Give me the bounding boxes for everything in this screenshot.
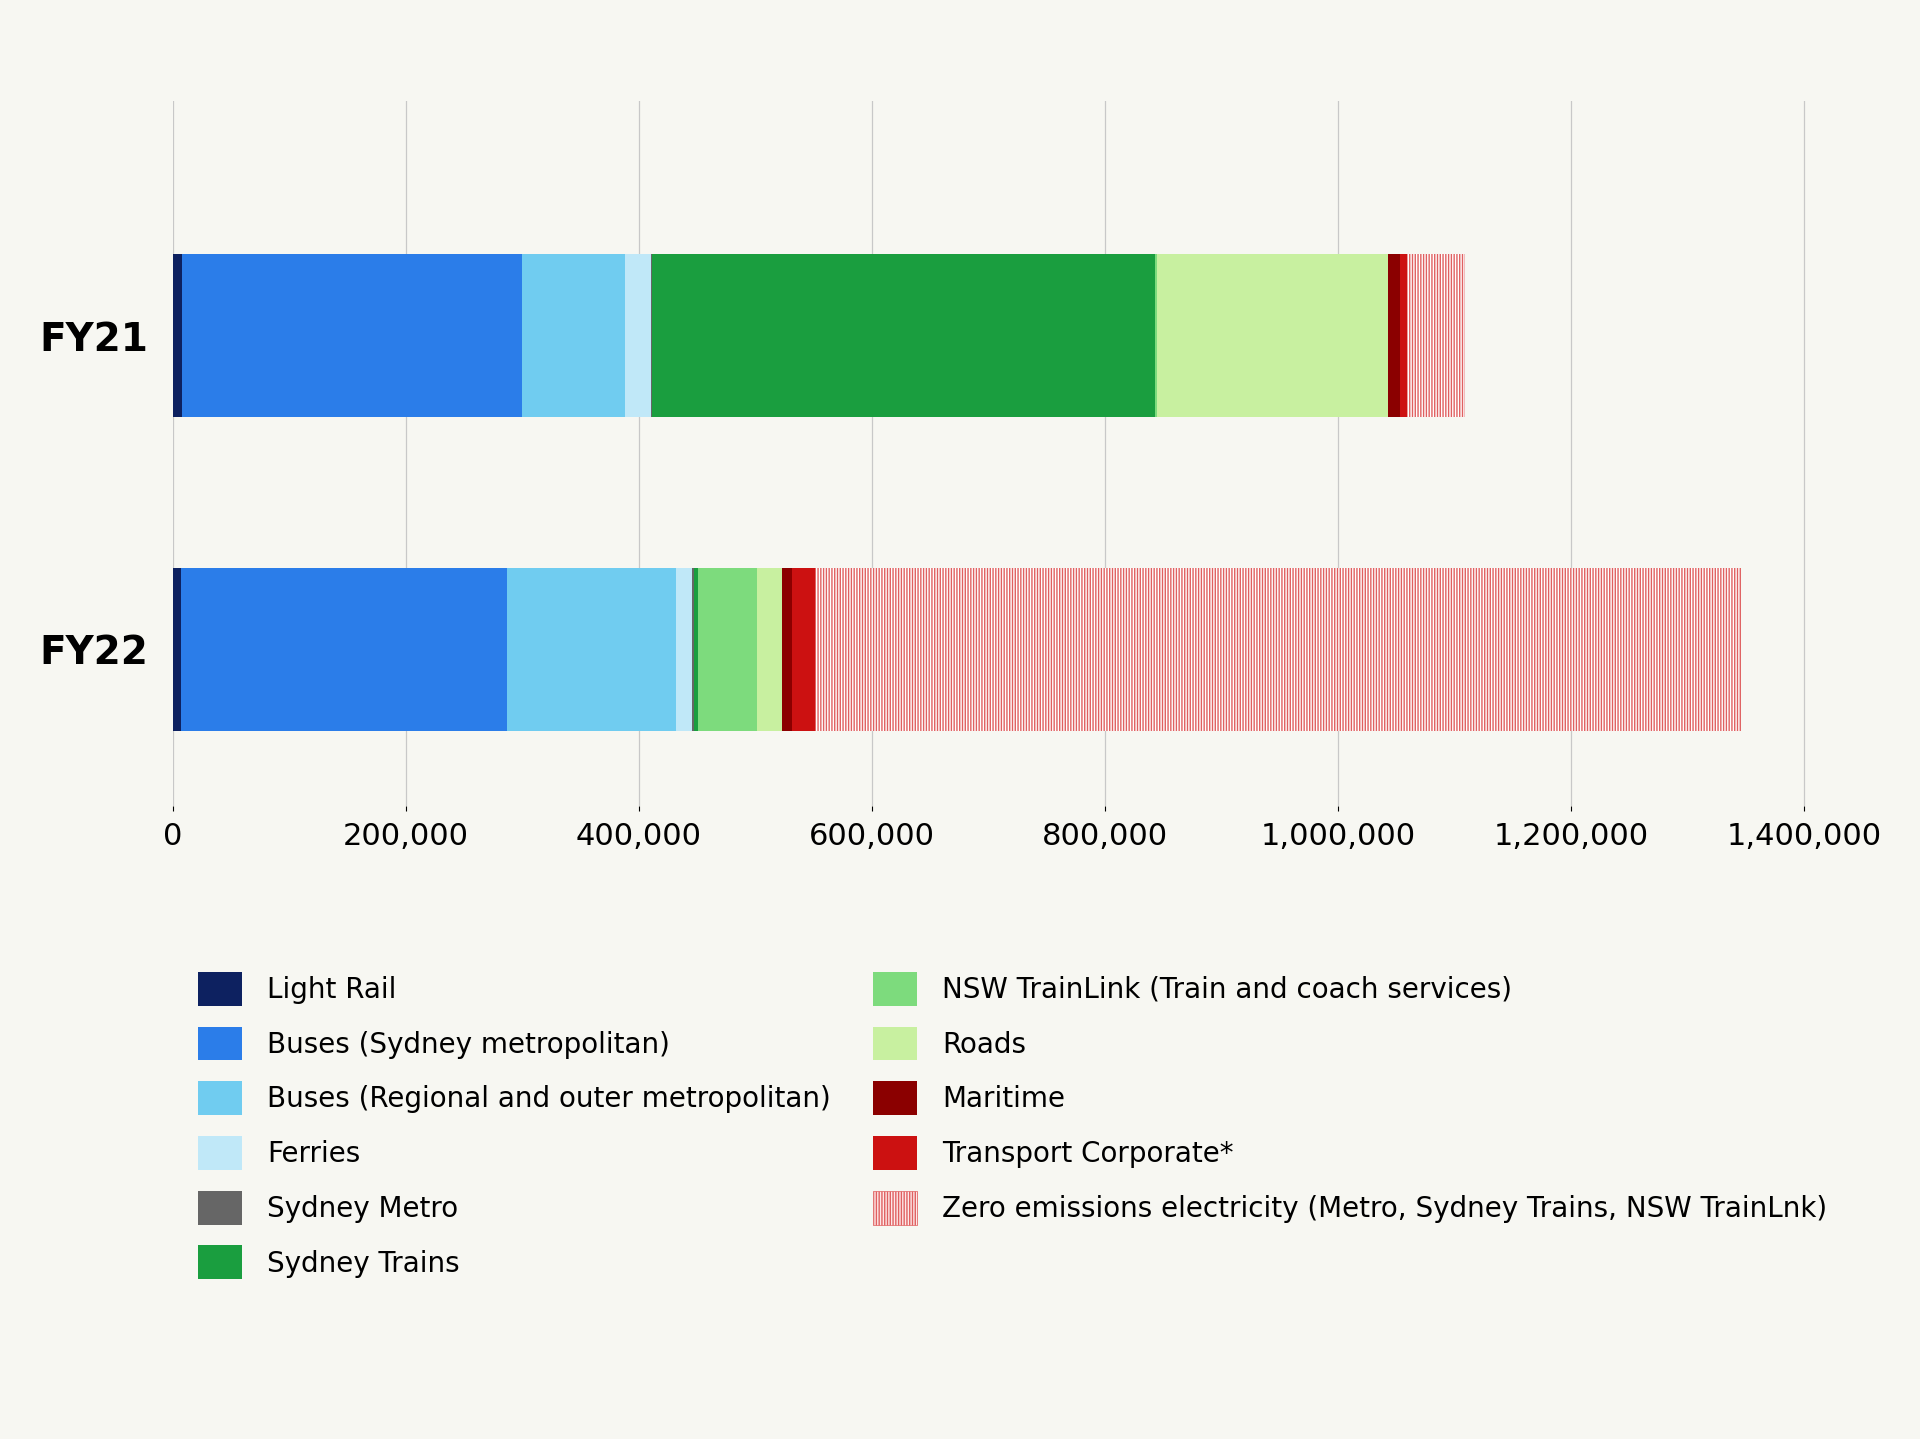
Bar [651, 255, 1156, 417]
Bar [1156, 255, 1158, 417]
Bar [1158, 255, 1388, 417]
Bar [180, 567, 507, 731]
Bar [1407, 255, 1465, 417]
Bar [814, 567, 1741, 731]
Bar [781, 567, 791, 731]
Bar [693, 567, 699, 731]
Bar [814, 567, 1741, 731]
Bar [1407, 255, 1465, 417]
Bar [814, 567, 1741, 731]
Bar [173, 255, 182, 417]
Bar [791, 567, 814, 731]
Bar [1388, 255, 1400, 417]
Legend: Light Rail, Buses (Sydney metropolitan), Buses (Regional and outer metropolitan): Light Rail, Buses (Sydney metropolitan),… [186, 961, 1837, 1291]
Bar [522, 255, 624, 417]
Bar [756, 567, 781, 731]
Bar [173, 567, 180, 731]
Bar [182, 255, 522, 417]
Bar [624, 255, 651, 417]
Bar [676, 567, 693, 731]
Bar [699, 567, 756, 731]
Bar [507, 567, 676, 731]
Bar [1400, 255, 1407, 417]
Bar [1407, 255, 1465, 417]
